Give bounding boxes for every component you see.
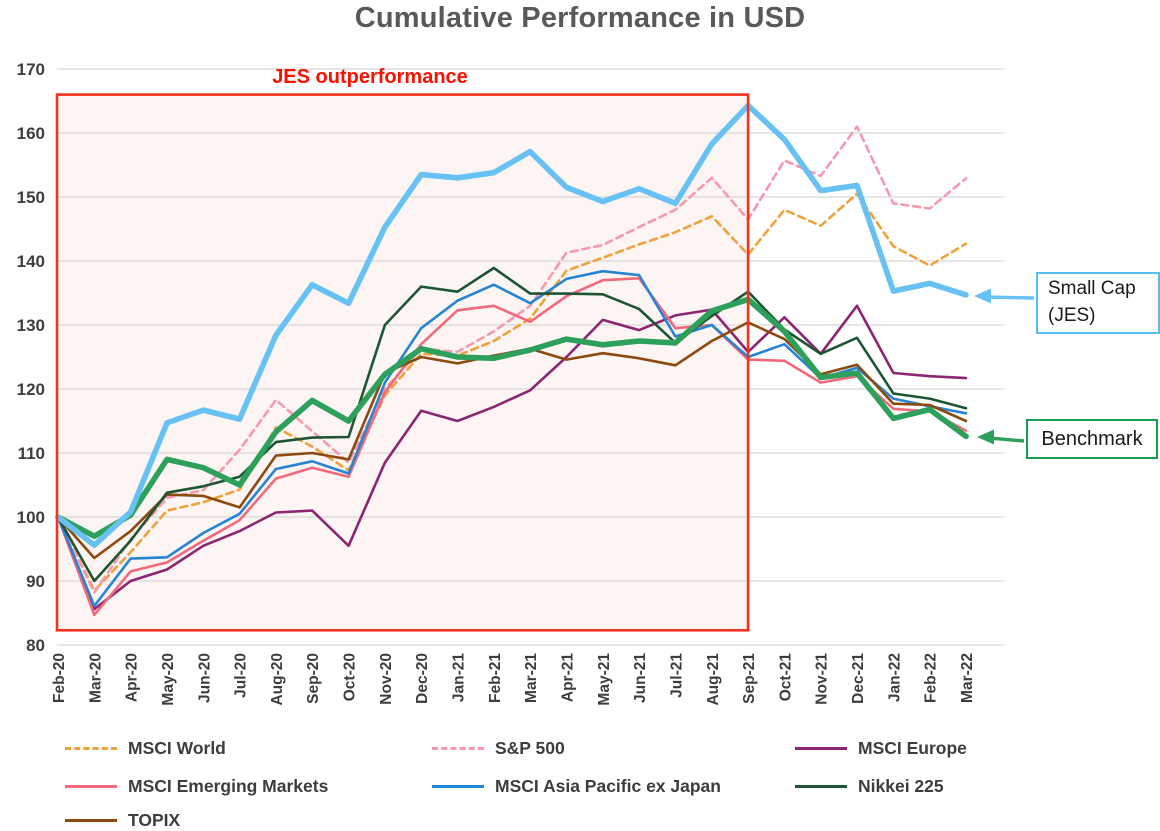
legend-label: MSCI Emerging Markets [128, 775, 329, 796]
series-line-msci-world [56, 192, 968, 592]
legend-label: MSCI World [128, 737, 226, 758]
legend-swatch-sp500 [432, 746, 484, 750]
x-axis-tick-label: Feb-20 [51, 653, 68, 703]
x-axis-tick-label: Mar-21 [523, 653, 540, 703]
benchmark-callout: Benchmark [1026, 419, 1158, 459]
x-axis-tick-label: Sep-21 [741, 653, 758, 704]
benchmark-arrow-line [988, 436, 1025, 443]
series-line-small-cap-jes [55, 102, 969, 549]
x-axis-tick-label: Feb-21 [487, 653, 504, 703]
benchmark-arrow-head [977, 429, 994, 445]
x-axis-tick-label: Oct-21 [777, 653, 794, 702]
legend-swatch-msci-europe [795, 746, 847, 750]
series-line-nikkei-225 [56, 266, 968, 583]
legend-item-msci-emerging-markets: MSCI Emerging Markets [65, 774, 328, 798]
x-axis-tick-label: Dec-21 [850, 653, 867, 704]
x-axis-tick-label: Feb-22 [923, 653, 940, 703]
x-axis-tick-label: Jan-22 [886, 653, 903, 702]
small-cap-callout: Small Cap (JES) [1036, 272, 1160, 334]
x-axis-tick-label: Oct-20 [342, 653, 359, 701]
x-axis-tick-label: Jan-21 [451, 653, 468, 702]
series-line-s-p-500 [56, 125, 968, 594]
series-line-benchmark [55, 296, 969, 540]
y-axis-tick-label: 80 [26, 636, 45, 655]
x-axis-tick-label: May-20 [160, 653, 177, 706]
legend-item-topix: TOPIX [65, 808, 180, 831]
y-axis-tick-label: 90 [26, 572, 45, 591]
legend-swatch-msci-emerging-markets [65, 784, 117, 788]
x-axis-tick-label: Nov-21 [814, 653, 831, 705]
x-axis-tick-label: Dec-20 [414, 653, 431, 704]
legend-swatch-nikkei-225 [795, 784, 847, 788]
legend-label: S&P 500 [495, 737, 565, 758]
x-axis-tick-label: Nov-20 [378, 653, 395, 705]
outperformance-region-border [55, 93, 750, 632]
page-title: Cumulative Performance in USD [354, 2, 806, 34]
series-line-msci-emerging-markets [56, 276, 968, 617]
legend-item-sp500: S&P 500 [432, 736, 565, 760]
y-axis-tick-label: 100 [17, 508, 45, 527]
y-axis-tick-label: 160 [17, 124, 45, 143]
x-axis-tick-label: Aug-20 [269, 653, 286, 706]
small-cap-arrow-head [974, 288, 991, 304]
x-axis-tick-label: Apr-21 [559, 653, 576, 702]
x-axis-tick-label: Sep-20 [305, 653, 322, 704]
y-axis-tick-label: 120 [17, 380, 45, 399]
x-axis-tick-label: May-21 [596, 653, 613, 706]
legend-item-msci-europe: MSCI Europe [795, 736, 967, 760]
legend-label: MSCI Europe [858, 737, 967, 758]
y-axis-tick-label: 110 [18, 444, 45, 463]
legend-label: MSCI Asia Pacific ex Japan [495, 775, 721, 796]
x-axis-tick-label: Aug-21 [705, 653, 722, 706]
x-axis-tick-label: Jul-21 [668, 653, 685, 698]
legend-item-nikkei-225: Nikkei 225 [795, 774, 944, 798]
y-axis-tick-label: 130 [17, 316, 45, 335]
x-axis-tick-label: Mar-20 [87, 653, 104, 703]
jes-outperformance-label: JES outperformance [272, 66, 468, 88]
legend-item-msci-asia-pacific-ex-japan: MSCI Asia Pacific ex Japan [432, 774, 721, 798]
benchmark-callout-text: Benchmark [1041, 427, 1143, 450]
legend-swatch-topix [65, 818, 117, 822]
legend-swatch-msci-asia-pacific-ex-japan [432, 784, 484, 788]
y-axis-tick-label: 140 [17, 252, 45, 271]
y-axis-tick-label: 150 [17, 188, 45, 207]
x-axis-tick-label: Jun-21 [632, 653, 649, 703]
series-line-msci-europe [56, 304, 968, 611]
legend-item-msci-world: MSCI World [65, 736, 226, 760]
legend-label: TOPIX [128, 809, 181, 830]
x-axis-tick-label: Jun-20 [196, 653, 213, 703]
y-axis-tick-label: 170 [17, 60, 45, 79]
x-axis-tick-label: Apr-20 [124, 653, 141, 702]
x-axis-tick-label: Jul-20 [233, 653, 250, 698]
legend-swatch-msci-world [65, 746, 117, 750]
x-axis-tick-label: Mar-22 [959, 653, 976, 703]
small-cap-arrow-line [985, 295, 1035, 300]
legend-label: Nikkei 225 [858, 775, 944, 796]
small-cap-callout-text: Small Cap (JES) [1048, 278, 1136, 326]
